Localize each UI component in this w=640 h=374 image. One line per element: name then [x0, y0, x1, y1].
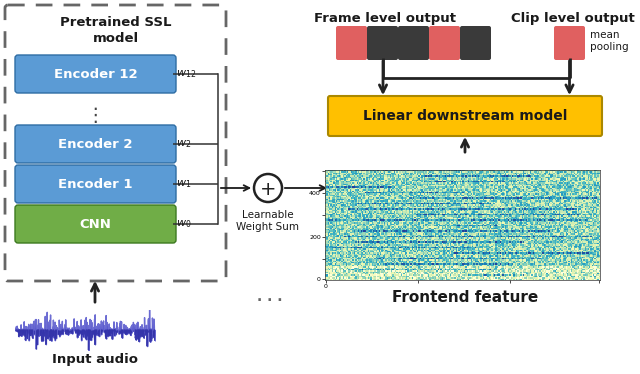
FancyBboxPatch shape: [336, 26, 367, 60]
FancyBboxPatch shape: [15, 205, 176, 243]
FancyBboxPatch shape: [5, 5, 226, 281]
Text: ⋮: ⋮: [86, 105, 105, 125]
Text: Frame level output: Frame level output: [314, 12, 456, 25]
Text: Linear downstream model: Linear downstream model: [363, 109, 567, 123]
Text: Encoder 2: Encoder 2: [58, 138, 132, 150]
FancyBboxPatch shape: [15, 125, 176, 163]
Text: Input audio: Input audio: [52, 353, 138, 367]
Text: $w_2$: $w_2$: [176, 138, 191, 150]
FancyBboxPatch shape: [398, 26, 429, 60]
Text: $w_0$: $w_0$: [176, 218, 191, 230]
Text: Frontend feature: Frontend feature: [392, 291, 538, 306]
Text: Encoder 1: Encoder 1: [58, 178, 132, 190]
Text: Encoder 12: Encoder 12: [54, 67, 138, 80]
FancyBboxPatch shape: [15, 165, 176, 203]
FancyBboxPatch shape: [460, 26, 491, 60]
FancyBboxPatch shape: [367, 26, 398, 60]
Text: Learnable
Weight Sum: Learnable Weight Sum: [237, 210, 300, 232]
Text: $w_1$: $w_1$: [176, 178, 191, 190]
FancyBboxPatch shape: [15, 55, 176, 93]
FancyBboxPatch shape: [328, 96, 602, 136]
Text: $w_{12}$: $w_{12}$: [176, 68, 196, 80]
Text: . . .: . . .: [257, 290, 283, 304]
Text: CNN: CNN: [79, 218, 111, 230]
Text: mean
pooling: mean pooling: [590, 30, 628, 52]
Text: Clip level output: Clip level output: [511, 12, 635, 25]
Text: +: +: [260, 180, 276, 199]
FancyBboxPatch shape: [429, 26, 460, 60]
Text: Pretrained SSL
model: Pretrained SSL model: [60, 15, 172, 45]
FancyBboxPatch shape: [554, 26, 585, 60]
